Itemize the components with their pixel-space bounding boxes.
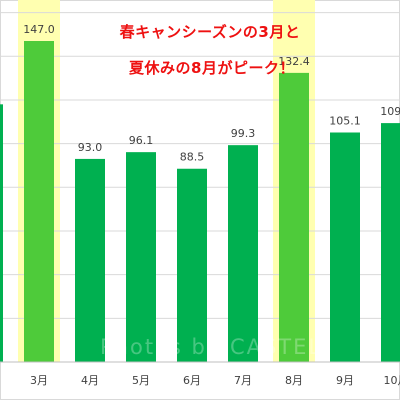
bar-5 — [177, 168, 207, 362]
value-label-9: 109.4 — [380, 105, 400, 118]
value-label-8: 105.1 — [329, 114, 361, 127]
x-tick-label-7: 8月 — [285, 374, 303, 387]
x-tick-label-4: 5月 — [132, 374, 150, 387]
annotation-line-1: 春キャンシーズンの3月と — [119, 23, 301, 41]
x-tick-label-9: 10月 — [384, 374, 400, 387]
bar-2 — [24, 41, 54, 362]
bar-9 — [381, 123, 400, 362]
bar-7 — [279, 72, 309, 363]
x-tick-label-6: 7月 — [234, 374, 252, 387]
bar-8 — [330, 132, 360, 362]
value-label-7: 132.4 — [278, 55, 310, 68]
x-tick-label-3: 4月 — [81, 374, 99, 387]
x-tick-label-8: 9月 — [336, 374, 354, 387]
x-tick-label-2: 3月 — [30, 374, 48, 387]
bar-1 — [0, 104, 3, 362]
value-label-3: 93.0 — [78, 141, 103, 154]
annotation-line-2: 夏休みの8月がピーク！ — [129, 59, 295, 77]
x-tick-label-5: 6月 — [183, 374, 201, 387]
value-label-5: 88.5 — [180, 151, 205, 164]
value-label-2: 147.0 — [23, 23, 55, 36]
watermark: Photos by CASTEL — [100, 335, 323, 359]
value-label-6: 99.3 — [231, 127, 256, 140]
bar-6 — [228, 145, 258, 362]
bar-3 — [75, 158, 105, 362]
bar-4 — [126, 152, 156, 362]
value-label-4: 96.1 — [129, 134, 154, 147]
